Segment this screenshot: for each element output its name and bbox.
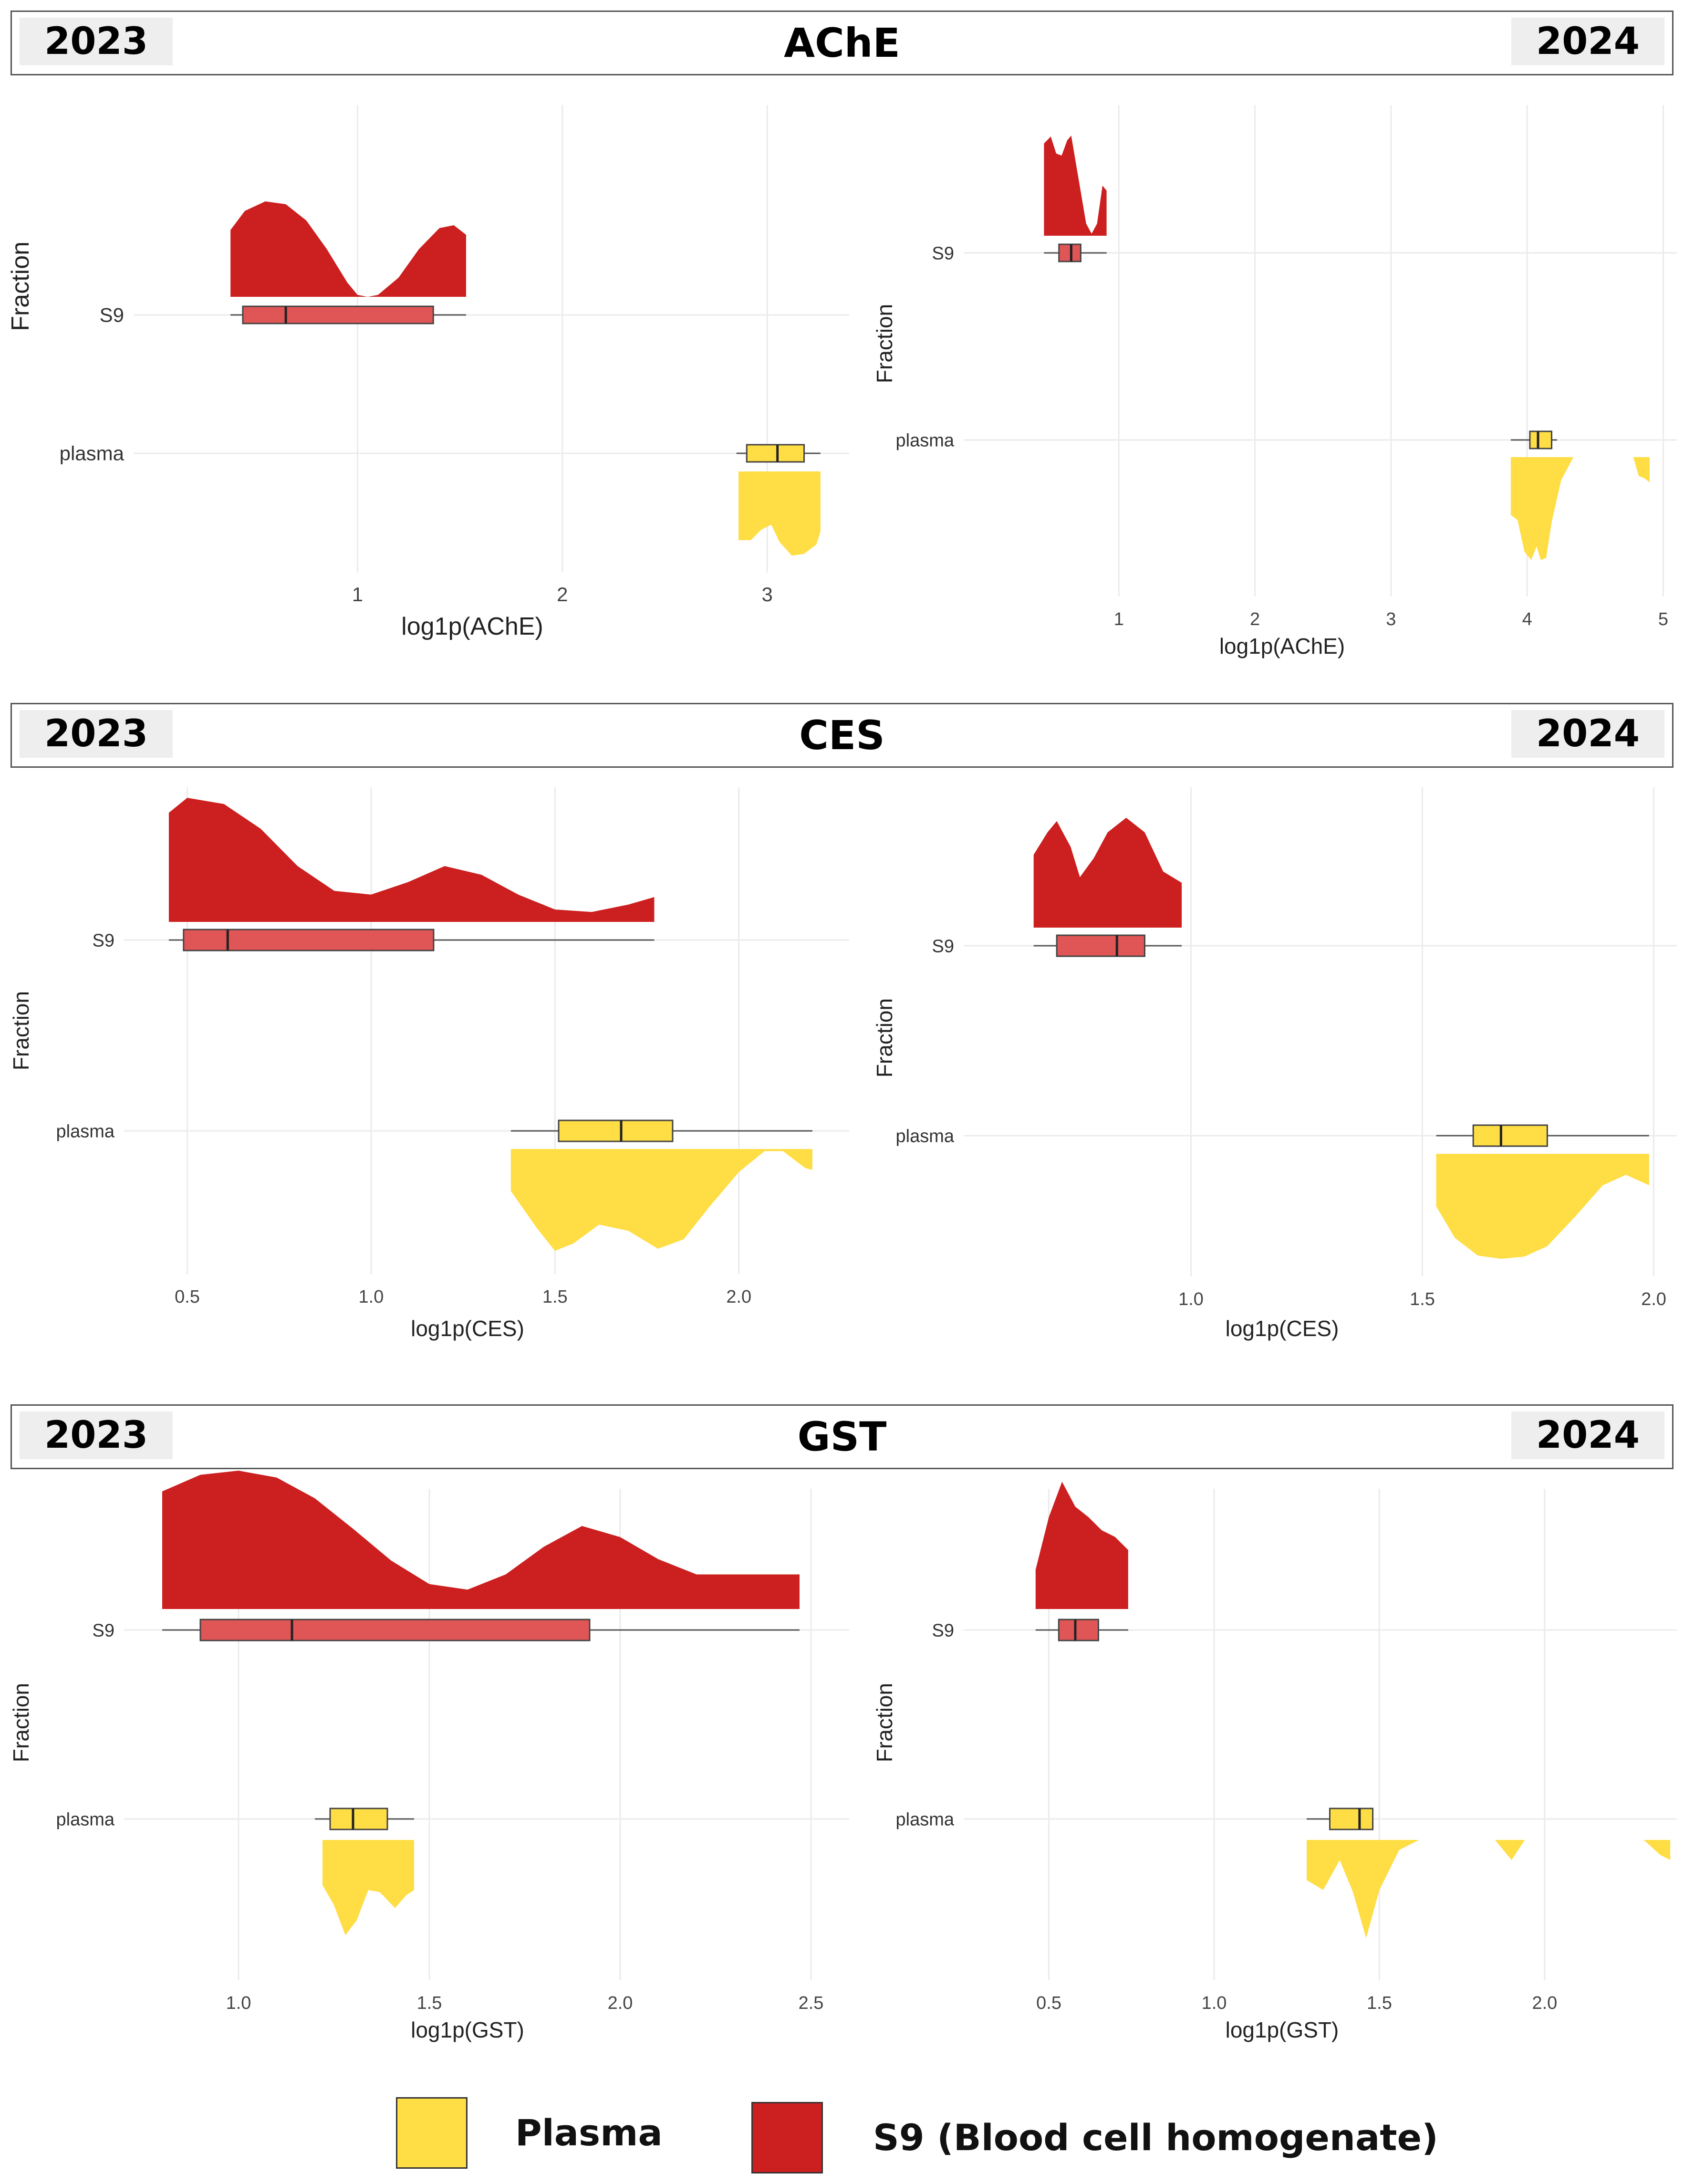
box-s9 — [242, 305, 434, 324]
x-tick-label: 2.5 — [799, 1993, 824, 2013]
x-tick-label: 0.5 — [175, 1287, 200, 1307]
year-right: 2024 — [1511, 710, 1664, 758]
year-left: 2023 — [20, 710, 173, 758]
y-axis-title: Fraction — [9, 1683, 33, 1762]
density-plasma — [510, 1149, 812, 1251]
x-axis-title: log1p(GST) — [411, 2017, 524, 2042]
legend-swatch-plasma — [396, 2097, 468, 2169]
header-title: AChE — [784, 20, 900, 66]
density-plasma — [1436, 1154, 1649, 1259]
y-axis-title: Fraction — [872, 304, 897, 383]
x-tick-label: 1.5 — [1367, 1993, 1392, 2013]
chart-ache-2024: 1 2 3 4 5 S9 plasma log1p(AChE) Fraction — [872, 105, 1677, 658]
box-s9 — [1058, 1619, 1100, 1641]
x-axis-title: log1p(CES) — [411, 1316, 524, 1341]
box-s9 — [183, 929, 435, 951]
y-axis-title: Fraction — [872, 1683, 897, 1762]
density-s9 — [1033, 817, 1182, 928]
x-tick-label: 3 — [1386, 609, 1396, 629]
density-plasma — [1510, 457, 1650, 560]
header-title: CES — [799, 712, 885, 759]
header-gst: 2023 GST 2024 — [10, 1404, 1674, 1469]
box-s9 — [199, 1619, 591, 1641]
density-s9 — [168, 798, 655, 922]
y-axis-title: Fraction — [7, 241, 34, 331]
box-s9 — [1056, 934, 1146, 957]
box-s9 — [1058, 243, 1081, 262]
x-tick-label: 2 — [557, 583, 568, 606]
x-tick-label: 0.5 — [1036, 1993, 1061, 2013]
x-tick-label: 3 — [762, 583, 773, 606]
y-tick-label: plasma — [896, 430, 955, 450]
legend-label-plasma: Plasma — [515, 2111, 663, 2154]
header-title: GST — [797, 1413, 887, 1460]
density-plasma — [322, 1840, 414, 1935]
x-axis-title: log1p(AChE) — [1219, 634, 1345, 658]
density-plasma — [738, 471, 821, 556]
chart-ces-2023: 0.5 1.0 1.5 2.0 S9 plasma log1p(CES) Fraction — [9, 787, 849, 1341]
x-tick-label: 2.0 — [608, 1993, 633, 2013]
x-tick-label: 2 — [1250, 609, 1260, 629]
x-axis-title: log1p(CES) — [1226, 1316, 1339, 1341]
y-tick-label: plasma — [56, 1809, 115, 1829]
year-right: 2024 — [1511, 18, 1664, 65]
box-plasma — [1472, 1124, 1548, 1147]
y-tick-label: S9 — [93, 930, 114, 951]
density-s9 — [1035, 1482, 1128, 1609]
x-tick-label: 1.5 — [417, 1993, 442, 2013]
x-tick-label: 1.0 — [359, 1287, 384, 1307]
density-s9 — [162, 1471, 800, 1609]
chart-gst-2024: 0.5 1.0 1.5 2.0 S9 plasma log1p(GST) Fraction — [872, 1482, 1677, 2042]
y-tick-label: S9 — [932, 936, 954, 956]
chart-gst-2023: 1.0 1.5 2.0 2.5 S9 plasma log1p(GST) Fraction — [9, 1471, 849, 2042]
y-tick-label: S9 — [100, 304, 124, 326]
x-tick-label: 4 — [1522, 609, 1532, 629]
y-axis-title: Fraction — [9, 991, 33, 1070]
x-axis-title: log1p(AChE) — [401, 613, 543, 640]
y-tick-label: S9 — [932, 243, 954, 263]
y-tick-label: S9 — [932, 1620, 954, 1641]
box-plasma — [329, 1808, 388, 1830]
header-ces: 2023 CES 2024 — [10, 703, 1674, 768]
x-tick-label: 1.5 — [1410, 1289, 1435, 1309]
legend-label-s9: S9 (Blood cell homogenate) — [873, 2116, 1438, 2159]
y-tick-label: S9 — [93, 1620, 114, 1641]
x-tick-label: 1 — [1114, 609, 1124, 629]
x-tick-label: 1.0 — [1178, 1289, 1204, 1309]
density-s9 — [1044, 136, 1107, 236]
chart-ces-2024: 1.0 1.5 2.0 S9 plasma log1p(CES) Fraction — [872, 787, 1677, 1341]
x-tick-label: 1.0 — [226, 1993, 251, 2013]
header-ache: 2023 AChE 2024 — [10, 10, 1674, 75]
y-axis-title: Fraction — [872, 998, 897, 1077]
box-plasma — [1329, 1808, 1374, 1830]
x-axis-title: log1p(GST) — [1226, 2017, 1339, 2042]
y-tick-label: plasma — [56, 1121, 115, 1141]
x-tick-label: 1.5 — [542, 1287, 568, 1307]
x-tick-label: 2.0 — [1532, 1993, 1557, 2013]
year-left: 2023 — [20, 1411, 173, 1459]
y-tick-label: plasma — [60, 442, 125, 465]
box-plasma — [1529, 430, 1553, 449]
x-tick-label: 1 — [352, 583, 363, 606]
x-tick-label: 5 — [1658, 609, 1668, 629]
legend-swatch-s9 — [751, 2102, 823, 2174]
y-tick-label: plasma — [896, 1126, 955, 1146]
x-tick-label: 1.0 — [1202, 1993, 1227, 2013]
x-tick-label: 2.0 — [726, 1287, 751, 1307]
box-plasma — [746, 444, 805, 463]
density-s9 — [230, 201, 466, 297]
density-plasma — [1307, 1840, 1671, 1938]
y-tick-label: plasma — [896, 1809, 955, 1829]
year-right: 2024 — [1511, 1411, 1664, 1459]
year-left: 2023 — [20, 18, 173, 65]
x-tick-label: 2.0 — [1641, 1289, 1666, 1309]
chart-ache-2023: 1 2 3 S9 plasma log1p(AChE) Fraction — [7, 105, 849, 640]
box-plasma — [558, 1119, 674, 1142]
